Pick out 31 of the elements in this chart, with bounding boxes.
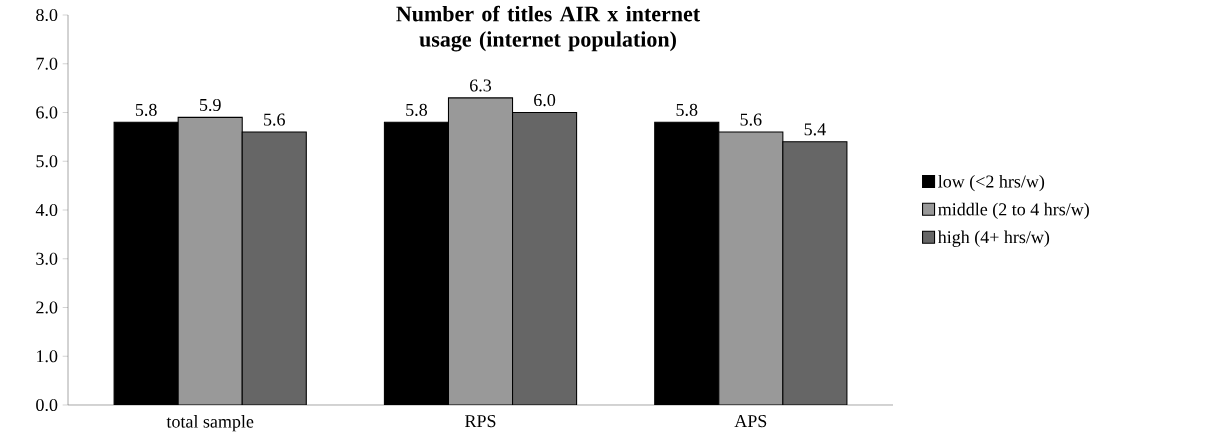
legend-label: low (<2 hrs/w): [938, 174, 1045, 192]
bar: [177, 116, 243, 405]
x-tick-label: RPS: [465, 415, 496, 428]
y-tick-label: 3.0: [36, 252, 58, 265]
data-label: 5.8: [135, 103, 157, 116]
y-tick-label: 2.0: [36, 301, 58, 314]
x-tick-label: APS: [734, 415, 767, 428]
y-tick-label: 4.0: [35, 203, 58, 217]
bar: [782, 141, 848, 405]
y-tick-label: 1.0: [37, 350, 58, 363]
bar: [241, 131, 307, 405]
x-tick-label: total sample: [166, 415, 254, 432]
y-tick-label: 7.0: [36, 57, 58, 70]
y-tick-label: 6.0: [36, 106, 58, 119]
data-label: 5.4: [804, 123, 826, 136]
data-label: 5.6: [264, 113, 285, 126]
legend-label: high (4+ hrs/w): [937, 230, 1050, 247]
y-tick-label: 5.0: [36, 155, 58, 168]
y-tick-label: 8.0: [36, 8, 58, 22]
data-label: 6.0: [534, 93, 556, 107]
y-tick-label: 0.0: [36, 398, 58, 412]
data-label: 5.8: [406, 103, 428, 116]
bar: [447, 97, 514, 405]
data-label: 6.3: [470, 79, 492, 92]
bar: [718, 131, 784, 405]
chart-title: Number of titles AIR x internet usage (internet population): [396, 5, 701, 52]
data-label: 5.6: [740, 113, 762, 126]
data-label: 5.8: [676, 103, 698, 116]
data-label: 5.9: [199, 98, 221, 112]
bar: [512, 111, 578, 405]
legend-label: middle (2 to 4 hrs/w): [938, 202, 1089, 220]
